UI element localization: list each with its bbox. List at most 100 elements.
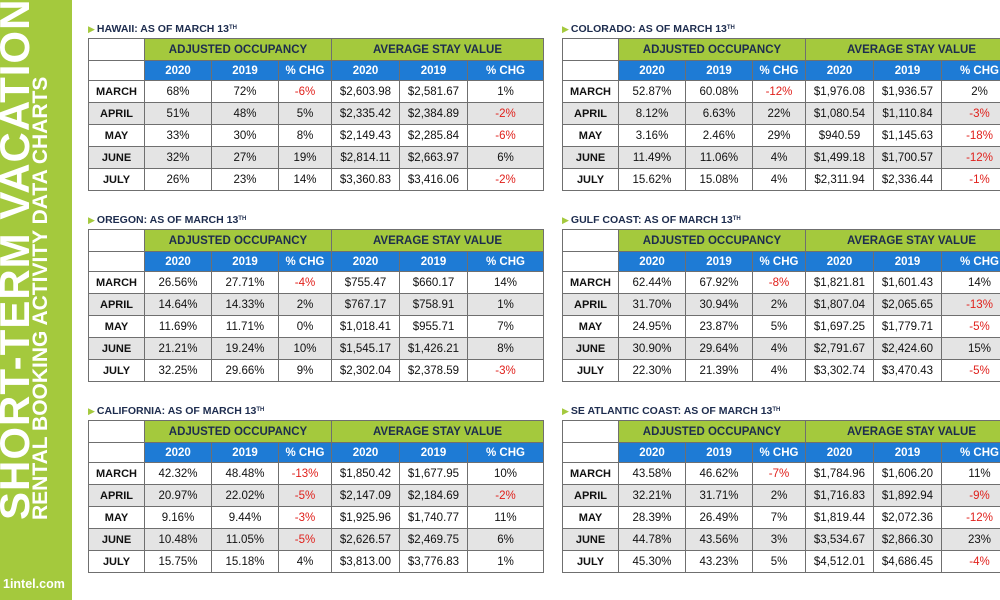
group-header-occupancy: ADJUSTED OCCUPANCY xyxy=(144,229,332,252)
occupancy-2019-cell: 27% xyxy=(211,146,279,169)
table-row: APRIL 51% 48% 5% $2,335.42 $2,384.89 -2% xyxy=(88,102,545,125)
occupancy-2019-cell: 27.71% xyxy=(211,271,279,294)
stay-value-2020-cell: $2,149.43 xyxy=(331,124,400,147)
occupancy-2020-cell: 43.58% xyxy=(618,462,686,485)
occupancy-2020-cell: 30.90% xyxy=(618,337,686,360)
site-url[interactable]: 1intel.com xyxy=(3,577,65,591)
occupancy-2019-cell: 72% xyxy=(211,80,279,103)
column-header: 2020 xyxy=(144,251,212,272)
month-cell: APRIL xyxy=(562,102,619,125)
stay-value-change-cell: 11% xyxy=(466,506,545,529)
column-header: 2020 xyxy=(618,251,686,272)
month-cell: MARCH xyxy=(88,462,145,485)
month-cell: JUNE xyxy=(88,146,145,169)
column-header: % CHG xyxy=(752,60,806,81)
occupancy-change-cell: -13% xyxy=(278,462,332,485)
header-blank xyxy=(88,38,145,61)
stay-value-2020-cell: $1,716.83 xyxy=(805,484,874,507)
occupancy-2020-cell: 42.32% xyxy=(144,462,212,485)
stay-value-change-cell: 6% xyxy=(466,528,545,551)
table-row: MARCH 42.32% 48.48% -13% $1,850.42 $1,677.95 1… xyxy=(88,462,545,485)
stay-value-2019-cell: $1,110.84 xyxy=(873,102,942,125)
stay-value-change-cell: 23% xyxy=(940,528,1000,551)
occupancy-change-cell: 2% xyxy=(752,484,806,507)
stay-value-2019-cell: $2,378.59 xyxy=(399,359,468,382)
data-table: ADJUSTED OCCUPANCY AVERAGE STAY VALUE 2020… xyxy=(88,38,545,191)
occupancy-change-cell: 3% xyxy=(752,528,806,551)
stay-value-2019-cell: $955.71 xyxy=(399,315,468,338)
region-panel: ▶ SE ATLANTIC COAST: AS OF MARCH 13TH ADJU… xyxy=(562,404,1000,573)
column-header: 2019 xyxy=(873,442,942,463)
column-header: % CHG xyxy=(940,251,1000,272)
date-suffix: TH xyxy=(228,25,237,31)
month-cell: JUNE xyxy=(562,528,619,551)
caret-right-icon: ▶ xyxy=(88,406,95,416)
as-of-date: : AS OF MARCH 13 xyxy=(677,405,773,417)
group-header-occupancy: ADJUSTED OCCUPANCY xyxy=(144,420,332,443)
stay-value-2019-cell: $2,384.89 xyxy=(399,102,468,125)
stay-value-2019-cell: $2,065.65 xyxy=(873,293,942,316)
stay-value-2020-cell: $1,499.18 xyxy=(805,146,874,169)
month-cell: JULY xyxy=(562,550,619,573)
stay-value-change-cell: 10% xyxy=(466,462,545,485)
stay-value-2020-cell: $2,626.57 xyxy=(331,528,400,551)
month-cell: APRIL xyxy=(88,102,145,125)
stay-value-2019-cell: $1,145.63 xyxy=(873,124,942,147)
table-row: MAY 9.16% 9.44% -3% $1,925.96 $1,740.77 11% xyxy=(88,506,545,529)
occupancy-2020-cell: 32% xyxy=(144,146,212,169)
occupancy-change-cell: 7% xyxy=(752,506,806,529)
stay-value-change-cell: 8% xyxy=(466,337,545,360)
month-cell: MARCH xyxy=(562,80,619,103)
stay-value-change-cell: -3% xyxy=(940,102,1000,125)
stay-value-2019-cell: $1,601.43 xyxy=(873,271,942,294)
stay-value-2020-cell: $2,603.98 xyxy=(331,80,400,103)
occupancy-2019-cell: 23.87% xyxy=(685,315,753,338)
table-row: JUNE 32% 27% 19% $2,814.11 $2,663.97 6% xyxy=(88,146,545,169)
column-header: % CHG xyxy=(940,60,1000,81)
region-name: OREGON xyxy=(96,214,144,226)
as-of-date: : AS OF MARCH 13 xyxy=(134,23,229,35)
stay-value-2019-cell: $2,469.75 xyxy=(399,528,468,551)
column-header: 2020 xyxy=(331,251,400,272)
month-cell: MAY xyxy=(562,315,619,338)
stay-value-change-cell: 2% xyxy=(940,80,1000,103)
occupancy-change-cell: 10% xyxy=(278,337,332,360)
occupancy-change-cell: -6% xyxy=(278,80,332,103)
month-cell: APRIL xyxy=(88,484,145,507)
stay-value-2020-cell: $1,018.41 xyxy=(331,315,400,338)
stay-value-2020-cell: $3,813.00 xyxy=(331,550,400,573)
group-header-occupancy: ADJUSTED OCCUPANCY xyxy=(618,229,806,252)
stay-value-2019-cell: $2,866.30 xyxy=(873,528,942,551)
occupancy-2019-cell: 11.06% xyxy=(685,146,753,169)
occupancy-2019-cell: 29.64% xyxy=(685,337,753,360)
column-header: 2019 xyxy=(211,251,279,272)
occupancy-change-cell: 2% xyxy=(752,293,806,316)
stay-value-2019-cell: $3,416.06 xyxy=(399,168,468,191)
stay-value-2020-cell: $1,819.44 xyxy=(805,506,874,529)
stay-value-2020-cell: $1,807.04 xyxy=(805,293,874,316)
stay-value-change-cell: 11% xyxy=(940,462,1000,485)
region-name: SE ATLANTIC COAST xyxy=(570,405,678,417)
column-header: 2019 xyxy=(685,60,753,81)
month-cell: JUNE xyxy=(562,337,619,360)
as-of-date: : AS OF MARCH 13 xyxy=(632,23,727,35)
stay-value-change-cell: -2% xyxy=(466,168,545,191)
panel-title: ▶ CALIFORNIA: AS OF MARCH 13TH xyxy=(88,404,543,418)
month-cell: JULY xyxy=(88,550,145,573)
occupancy-2019-cell: 15.08% xyxy=(685,168,753,191)
occupancy-change-cell: -4% xyxy=(278,271,332,294)
occupancy-2020-cell: 68% xyxy=(144,80,212,103)
panel-title: ▶ COLORADO: AS OF MARCH 13TH xyxy=(562,22,1000,36)
header-blank xyxy=(88,229,145,252)
occupancy-change-cell: 5% xyxy=(752,315,806,338)
stay-value-2019-cell: $1,892.94 xyxy=(873,484,942,507)
occupancy-2020-cell: 8.12% xyxy=(618,102,686,125)
stay-value-change-cell: 15% xyxy=(940,337,1000,360)
occupancy-2020-cell: 45.30% xyxy=(618,550,686,573)
occupancy-change-cell: -5% xyxy=(278,484,332,507)
stay-value-2019-cell: $2,072.36 xyxy=(873,506,942,529)
column-header: 2019 xyxy=(685,442,753,463)
occupancy-2019-cell: 43.56% xyxy=(685,528,753,551)
group-header-stay-value: AVERAGE STAY VALUE xyxy=(330,229,545,252)
occupancy-2019-cell: 46.62% xyxy=(685,462,753,485)
